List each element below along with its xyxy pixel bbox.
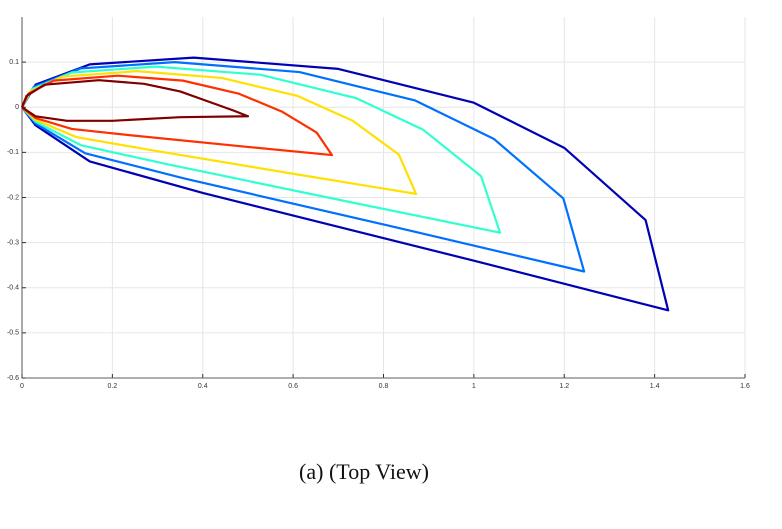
y-tick-label: -0.3 bbox=[7, 239, 19, 246]
y-tick-label: -0.1 bbox=[7, 149, 19, 156]
y-tick-label: 0.1 bbox=[9, 59, 19, 66]
curve bbox=[20, 79, 250, 122]
curve bbox=[21, 65, 502, 234]
curve bbox=[21, 61, 586, 273]
y-tick-label: -0.6 bbox=[7, 375, 19, 382]
x-tick-label: 0.4 bbox=[198, 383, 208, 390]
y-tick-label: -0.5 bbox=[7, 330, 19, 337]
caption: (a) (Top View) bbox=[299, 459, 429, 484]
curve bbox=[21, 70, 418, 195]
x-tick-label: 1 bbox=[472, 383, 476, 390]
x-tick-label: 1.2 bbox=[559, 383, 569, 390]
x-tick-label: 0 bbox=[20, 383, 24, 390]
curve bbox=[21, 56, 670, 312]
curve bbox=[21, 74, 334, 157]
x-tick-label: 1.6 bbox=[740, 383, 750, 390]
y-tick-label: 0 bbox=[15, 104, 19, 111]
x-tick-label: 0.2 bbox=[108, 383, 118, 390]
x-tick-label: 0.6 bbox=[288, 383, 298, 390]
y-tick-label: -0.4 bbox=[7, 285, 19, 292]
x-tick-label: 0.8 bbox=[379, 383, 389, 390]
axis-box bbox=[21, 17, 745, 379]
y-tick-label: -0.2 bbox=[7, 194, 19, 201]
x-tick-label: 1.4 bbox=[650, 383, 660, 390]
